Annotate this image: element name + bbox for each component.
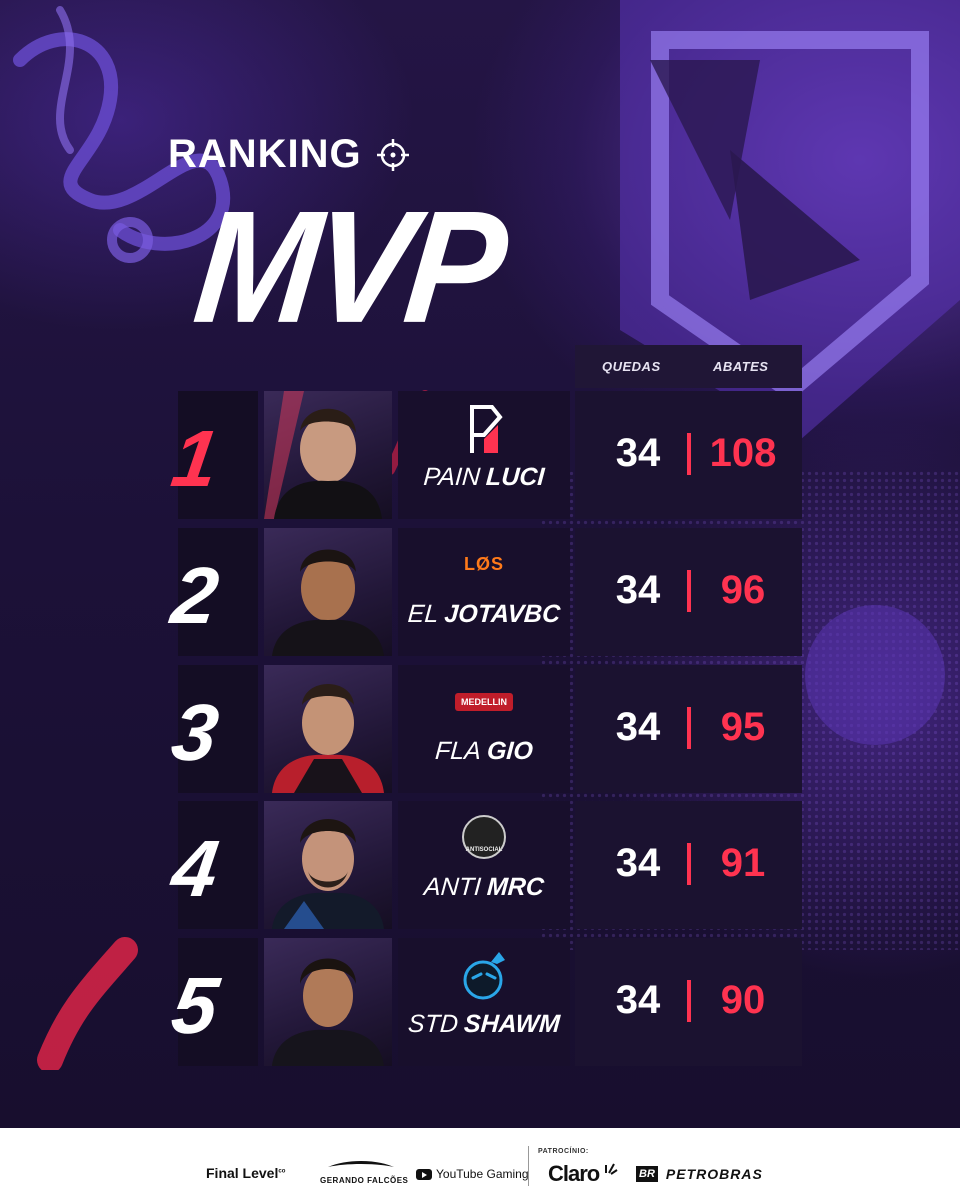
- rank-box: [178, 665, 258, 793]
- youtube-play-icon: [416, 1168, 432, 1180]
- petrobras-text: PETROBRAS: [665, 1166, 763, 1182]
- rank-box: [178, 938, 258, 1066]
- stats-box: 34 108: [575, 391, 802, 519]
- avatar: [272, 819, 384, 929]
- stat-divider: [687, 980, 691, 1022]
- rank-number: 5: [166, 961, 224, 1050]
- abates-value: 96: [720, 568, 766, 612]
- player-name: PAIN LUCI: [397, 463, 571, 492]
- player-name-box: ANTISOCIAL ANTI MRC: [398, 801, 570, 929]
- final-level-logo: Final Levelco: [206, 1165, 285, 1181]
- team-tag: PAIN: [422, 463, 482, 491]
- stats-box: 34 96: [575, 528, 802, 656]
- stats-box: 34 91: [575, 801, 802, 929]
- youtube-gaming-text: YouTube Gaming: [436, 1167, 529, 1181]
- avatar: [272, 549, 384, 656]
- player-name-box: LØS EL JOTAVBC: [398, 528, 570, 656]
- page-title: MVP: [187, 178, 509, 357]
- ranking-label: RANKING: [168, 132, 362, 176]
- brush-stroke-decoration: [13, 6, 230, 263]
- player-tag: JOTAVBC: [443, 600, 562, 628]
- ranking-row: 4 ANTISOCIAL ANTI MRC 34 91: [0, 801, 960, 929]
- abates-value: 91: [720, 841, 766, 885]
- sponsor-footer: Final Levelco GERANDO FALCÕES YouTube Ga…: [0, 1128, 960, 1200]
- abates-value: 95: [720, 705, 766, 749]
- player-tag: GIO: [486, 737, 534, 765]
- stat-divider: [687, 843, 691, 885]
- player-photo: [264, 665, 392, 793]
- avatar: [272, 684, 384, 793]
- rank-number: 1: [166, 414, 224, 503]
- avatar: [272, 958, 384, 1066]
- player-photo: [264, 528, 392, 656]
- rank-number: 4: [166, 824, 224, 913]
- rank-number: 3: [166, 688, 224, 777]
- player-name: FLA GIO: [397, 737, 571, 766]
- stats-box: 34 95: [575, 665, 802, 793]
- final-level-sup: co: [278, 1168, 286, 1175]
- stat-divider: [687, 433, 691, 475]
- rank-box: [178, 801, 258, 929]
- player-name: EL JOTAVBC: [397, 600, 571, 629]
- ranking-heading: RANKING: [168, 132, 410, 177]
- ranking-row: 5 STD SHAWM 34 90: [0, 938, 960, 1066]
- avatar: [264, 391, 382, 519]
- player-photo: [264, 938, 392, 1066]
- team-tag: EL: [406, 600, 440, 628]
- quedas-value: 34: [615, 431, 661, 475]
- quedas-value: 34: [615, 705, 661, 749]
- ranking-row: 1 PAIN LUCI 34 108: [0, 391, 960, 519]
- player-photo: [264, 801, 392, 929]
- player-tag: LUCI: [485, 463, 546, 491]
- player-tag: MRC: [486, 873, 545, 901]
- medellin-logo-icon: MEDELLIN: [455, 693, 513, 711]
- quedas-value: 34: [615, 568, 661, 612]
- crosshair-icon: [376, 138, 409, 171]
- rank-box: [178, 391, 258, 519]
- team-tag: STD: [407, 1010, 460, 1038]
- 3d-logo-decoration: [620, 0, 960, 440]
- quedas-value: 34: [615, 978, 661, 1022]
- stat-divider: [687, 570, 691, 612]
- stats-box: 34 90: [575, 938, 802, 1066]
- gerando-falcoes-text: GERANDO FALCÕES: [320, 1176, 409, 1185]
- player-name: STD SHAWM: [397, 1010, 571, 1039]
- pain-logo-icon: [470, 405, 503, 453]
- player-tag: SHAWM: [463, 1010, 561, 1038]
- antisocial-logo-icon: ANTISOCIAL: [462, 815, 506, 859]
- claro-rays-icon: [605, 1163, 618, 1175]
- column-header: QUEDAS ABATES: [575, 345, 802, 388]
- rank-number: 2: [166, 551, 224, 640]
- stat-divider: [687, 707, 691, 749]
- falcon-icon: [328, 1161, 394, 1167]
- player-name-box: PAIN LUCI: [398, 391, 570, 519]
- team-tag: FLA: [434, 737, 483, 765]
- patrocinio-label: PATROCÍNIO:: [538, 1148, 589, 1155]
- rank-box: [178, 528, 258, 656]
- player-name: ANTI MRC: [397, 873, 571, 902]
- abates-value: 108: [709, 431, 777, 475]
- claro-text: Claro: [548, 1161, 600, 1186]
- youtube-gaming-logo: YouTube Gaming: [416, 1167, 529, 1181]
- ranking-row: 3 MEDELLIN FLA GIO 34 95: [0, 665, 960, 793]
- column-quedas: QUEDAS: [602, 359, 661, 374]
- claro-logo: Claro: [548, 1161, 618, 1187]
- player-photo: [264, 391, 392, 519]
- red-brush-decoration: [37, 937, 138, 1070]
- team-tag: ANTI: [423, 873, 483, 901]
- petrobras-logo: BR PETROBRAS: [636, 1166, 763, 1182]
- circle-decoration: [805, 605, 945, 745]
- std-logo-icon: [463, 952, 505, 1000]
- final-level-text: Final Level: [206, 1165, 279, 1181]
- br-icon: BR: [636, 1166, 658, 1182]
- abates-value: 90: [720, 978, 766, 1022]
- player-name-box: STD SHAWM: [398, 938, 570, 1066]
- column-abates: ABATES: [713, 359, 769, 374]
- player-name-box: MEDELLIN FLA GIO: [398, 665, 570, 793]
- ranking-row: 2 LØS EL JOTAVBC 34 96: [0, 528, 960, 656]
- los-logo-icon: LØS: [463, 554, 505, 574]
- quedas-value: 34: [615, 841, 661, 885]
- gerando-falcoes-logo: GERANDO FALCÕES: [320, 1156, 409, 1185]
- footer-divider: [528, 1146, 529, 1186]
